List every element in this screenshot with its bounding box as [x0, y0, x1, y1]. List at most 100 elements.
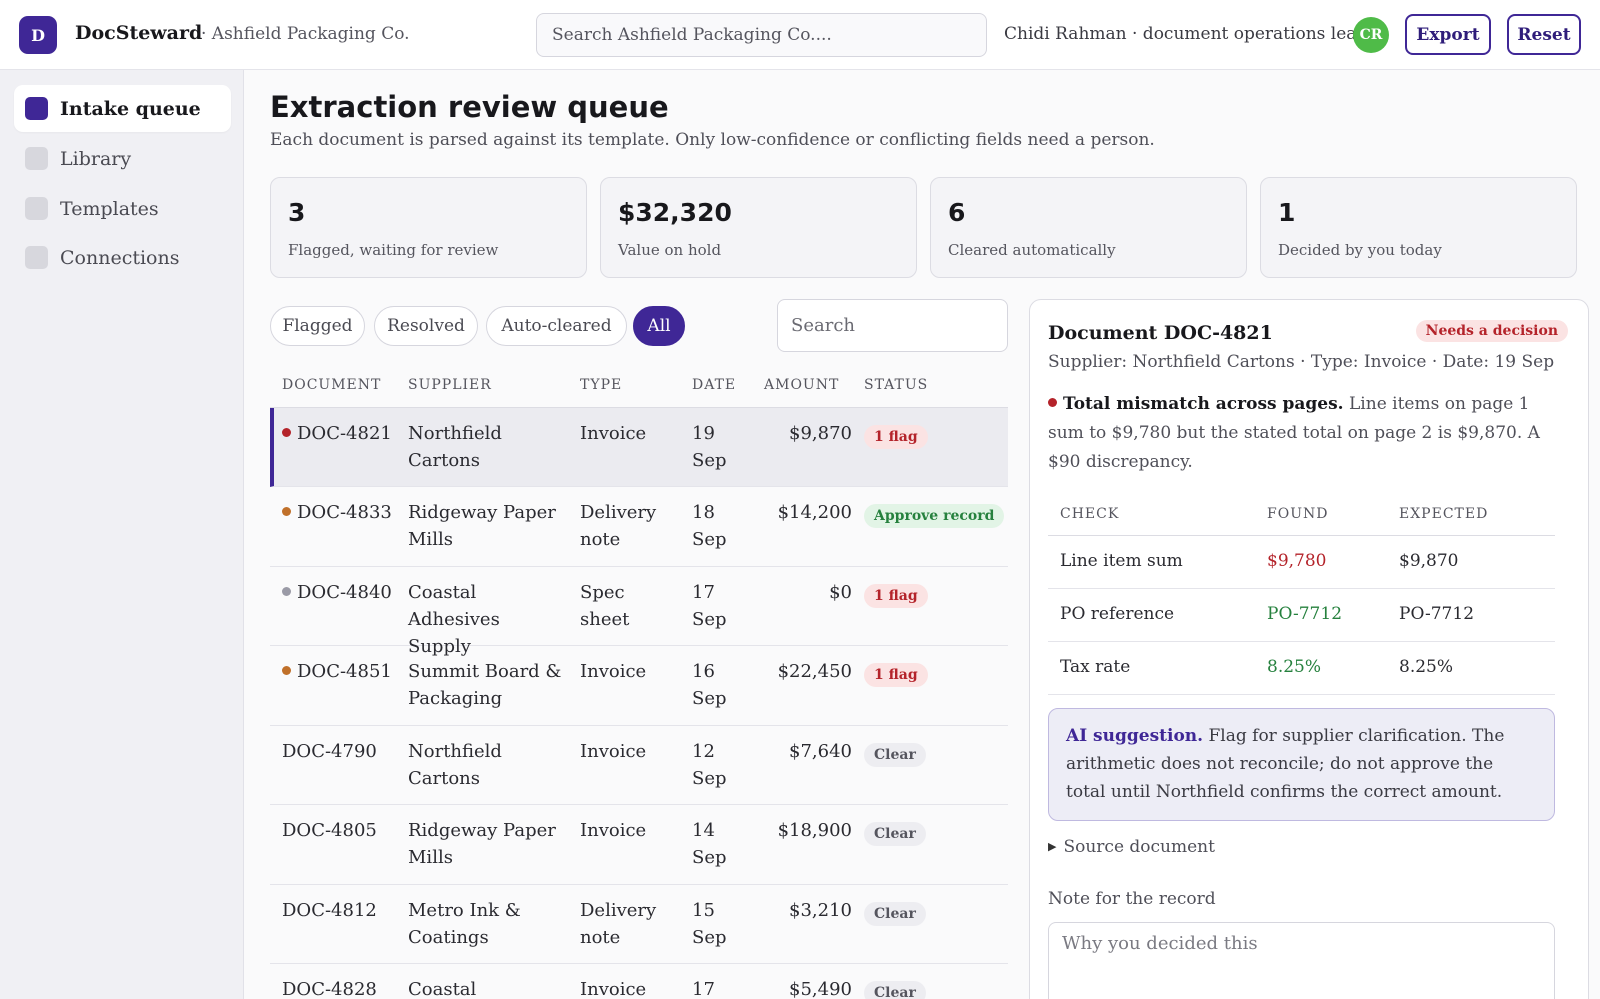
table-row[interactable]: DOC-4821 Northfield Cartons Invoice 19 S…	[270, 408, 1008, 487]
note-textarea[interactable]	[1048, 922, 1555, 999]
status-badge: Clear	[864, 902, 926, 926]
date-cell: 15 Sep	[692, 900, 727, 948]
filter-auto-cleared[interactable]: Auto-cleared	[486, 306, 627, 346]
supplier-cell: Northfield Cartons	[408, 741, 502, 789]
sidebar-item-label: Connections	[60, 246, 180, 269]
table-row[interactable]: DOC-4805 Ridgeway Paper Mills Invoice 14…	[270, 805, 1008, 885]
export-button[interactable]: Export	[1405, 14, 1491, 55]
column-header-amount[interactable]: AMOUNT	[764, 377, 840, 393]
filter-all[interactable]: All	[633, 306, 685, 346]
check-name: Line item sum	[1060, 551, 1183, 571]
type-cell: Delivery note	[580, 502, 657, 550]
document-id-cell: DOC-4828	[282, 979, 377, 999]
supplier-cell: Summit Board & Packaging	[408, 661, 562, 709]
sidebar-item-label: Library	[60, 147, 132, 170]
column-header-expected: EXPECTED	[1399, 506, 1489, 522]
check-expected: 8.25%	[1399, 657, 1454, 677]
amount-cell: $0	[829, 582, 852, 603]
detail-meta: Supplier: Northfield Cartons · Type: Inv…	[1048, 352, 1555, 372]
column-header-date[interactable]: DATE	[692, 377, 737, 393]
sidebar-item-library[interactable]: Library	[14, 135, 231, 182]
status-dot-icon	[282, 587, 291, 596]
status-badge: Clear	[864, 981, 926, 999]
check-found: PO-7712	[1267, 604, 1343, 624]
document-id-cell: DOC-4851	[282, 658, 397, 685]
date-cell: 17 Sep	[692, 582, 727, 630]
check-name: PO reference	[1060, 604, 1175, 624]
source-document-label: Source document	[1063, 837, 1215, 857]
library-icon	[25, 147, 48, 170]
column-header-document[interactable]: DOCUMENT	[282, 377, 382, 393]
document-id-cell: DOC-4840	[282, 579, 397, 606]
intake-queue-icon	[25, 97, 48, 120]
approve-record-button[interactable]: Approve record	[864, 504, 1005, 528]
stat-value: 3	[288, 198, 306, 227]
column-header-check: CHECK	[1060, 506, 1120, 522]
table-row[interactable]: DOC-4790 Northfield Cartons Invoice 12 S…	[270, 726, 1008, 805]
templates-icon	[25, 197, 48, 220]
amount-cell: $18,900	[777, 820, 852, 841]
document-id-cell: DOC-4833	[282, 499, 397, 526]
filter-flagged[interactable]: Flagged	[270, 306, 365, 346]
global-search-input[interactable]	[536, 13, 987, 57]
amount-cell: $3,210	[789, 900, 852, 921]
sidebar-item-templates[interactable]: Templates	[14, 185, 231, 232]
status-cell: 1 flag	[864, 422, 928, 449]
check-row: Tax rate 8.25% 8.25%	[1048, 642, 1555, 695]
date-cell: 12 Sep	[692, 741, 727, 789]
brand-name: DocSteward	[75, 22, 203, 44]
stat-value: 1	[1278, 198, 1296, 227]
ai-suggestion-text: Flag for supplier clarification. The ari…	[1066, 726, 1505, 802]
table-row[interactable]: DOC-4828 Coastal Invoice 17 $5,490 Clear	[270, 964, 1008, 999]
status-dot-icon	[282, 507, 291, 516]
note-label: Note for the record	[1048, 889, 1216, 909]
sidebar-item-connections[interactable]: Connections	[14, 234, 231, 281]
ai-suggestion-box: AI suggestion. Flag for supplier clarifi…	[1048, 708, 1555, 821]
amount-cell: $14,200	[777, 502, 852, 523]
date-cell: 14 Sep	[692, 820, 727, 868]
sidebar-item-intake-queue[interactable]: Intake queue	[14, 85, 231, 132]
type-cell: Invoice	[580, 979, 647, 999]
reset-button[interactable]: Reset	[1507, 14, 1581, 55]
alert-dot-icon	[1048, 398, 1057, 407]
supplier-cell: Coastal	[408, 979, 477, 999]
date-cell: 19 Sep	[692, 423, 727, 471]
avatar[interactable]: CR	[1353, 17, 1389, 53]
supplier-cell: Coastal Adhesives Supply	[408, 582, 500, 657]
stat-label: Flagged, waiting for review	[288, 241, 499, 259]
check-name: Tax rate	[1060, 657, 1131, 677]
document-id-cell: DOC-4805	[282, 820, 377, 841]
table-row[interactable]: DOC-4851 Summit Board & Packaging Invoic…	[270, 646, 1008, 726]
page-title: Extraction review queue	[270, 90, 669, 124]
column-header-supplier[interactable]: SUPPLIER	[408, 377, 492, 393]
sidebar: Intake queue Library Templates Connectio…	[0, 70, 244, 999]
filter-resolved[interactable]: Resolved	[374, 306, 478, 346]
top-bar: D DocSteward · Ashfield Packaging Co. Ch…	[0, 0, 1600, 70]
check-expected: $9,870	[1399, 551, 1459, 571]
status-badge: 1 flag	[864, 663, 928, 687]
table-row[interactable]: DOC-4812 Metro Ink & Coatings Delivery n…	[270, 885, 1008, 964]
type-cell: Delivery note	[580, 900, 657, 948]
app-logo: D	[19, 16, 57, 54]
status-cell: Clear	[864, 819, 926, 846]
status-badge: 1 flag	[864, 425, 928, 449]
stat-card-decided: 1 Decided by you today	[1260, 177, 1577, 278]
column-header-status[interactable]: STATUS	[864, 377, 929, 393]
document-id-cell: DOC-4812	[282, 900, 377, 921]
checks-table-header: CHECK FOUND EXPECTED	[1048, 500, 1555, 536]
table-search-input[interactable]	[777, 299, 1008, 352]
stat-value: $32,320	[618, 198, 732, 227]
status-dot-icon	[282, 666, 291, 675]
type-cell: Spec sheet	[580, 582, 630, 630]
check-row: PO reference PO-7712 PO-7712	[1048, 589, 1555, 642]
disclosure-triangle-icon: ▶	[1048, 840, 1057, 853]
column-header-type[interactable]: TYPE	[580, 377, 623, 393]
column-header-found: FOUND	[1267, 506, 1329, 522]
table-row[interactable]: DOC-4833 Ridgeway Paper Mills Delivery n…	[270, 487, 1008, 567]
source-document-toggle[interactable]: ▶ Source document	[1048, 837, 1215, 857]
table-row[interactable]: DOC-4840 Coastal Adhesives Supply Spec s…	[270, 567, 1008, 657]
amount-cell: $9,870	[789, 423, 852, 444]
status-cell: Clear	[864, 978, 926, 999]
main-content: Extraction review queue Each document is…	[244, 70, 1600, 999]
organization-name: · Ashfield Packaging Co.	[201, 24, 410, 44]
